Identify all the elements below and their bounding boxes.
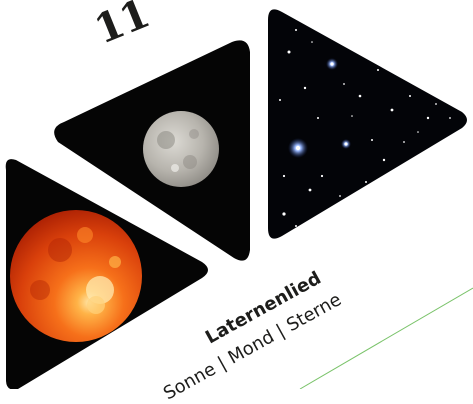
accent-line <box>299 287 473 389</box>
sun-panel <box>5 159 208 389</box>
sun-image <box>10 210 142 342</box>
moon-image <box>143 111 219 187</box>
starfield-image <box>279 29 451 227</box>
stars-panel <box>268 9 467 239</box>
moon-panel <box>54 40 251 261</box>
artwork <box>5 9 473 389</box>
